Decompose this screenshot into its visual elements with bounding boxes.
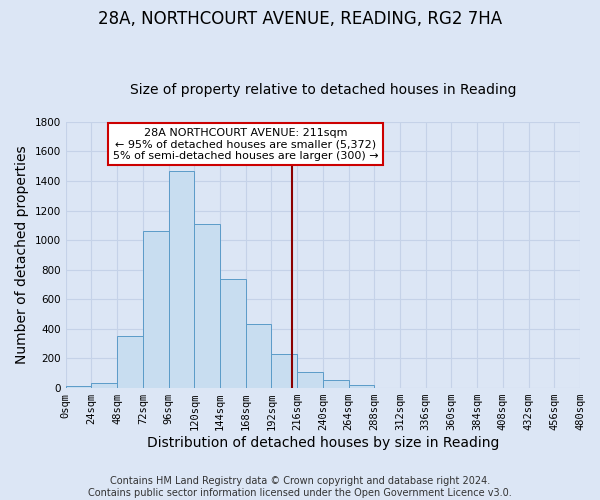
- Bar: [117, 336, 143, 388]
- Bar: [323, 380, 349, 388]
- Bar: [349, 385, 374, 388]
- Bar: [271, 354, 297, 388]
- Text: 28A NORTHCOURT AVENUE: 211sqm
← 95% of detached houses are smaller (5,372)
5% of: 28A NORTHCOURT AVENUE: 211sqm ← 95% of d…: [113, 128, 379, 161]
- Bar: [245, 324, 271, 388]
- Bar: [143, 232, 169, 388]
- Bar: [220, 280, 245, 388]
- Text: Contains HM Land Registry data © Crown copyright and database right 2024.
Contai: Contains HM Land Registry data © Crown c…: [88, 476, 512, 498]
- Y-axis label: Number of detached properties: Number of detached properties: [15, 146, 29, 364]
- X-axis label: Distribution of detached houses by size in Reading: Distribution of detached houses by size …: [146, 436, 499, 450]
- Bar: [65, 386, 91, 388]
- Title: Size of property relative to detached houses in Reading: Size of property relative to detached ho…: [130, 83, 516, 97]
- Bar: [194, 224, 220, 388]
- Bar: [297, 372, 323, 388]
- Text: 28A, NORTHCOURT AVENUE, READING, RG2 7HA: 28A, NORTHCOURT AVENUE, READING, RG2 7HA: [98, 10, 502, 28]
- Bar: [169, 170, 194, 388]
- Bar: [91, 383, 117, 388]
